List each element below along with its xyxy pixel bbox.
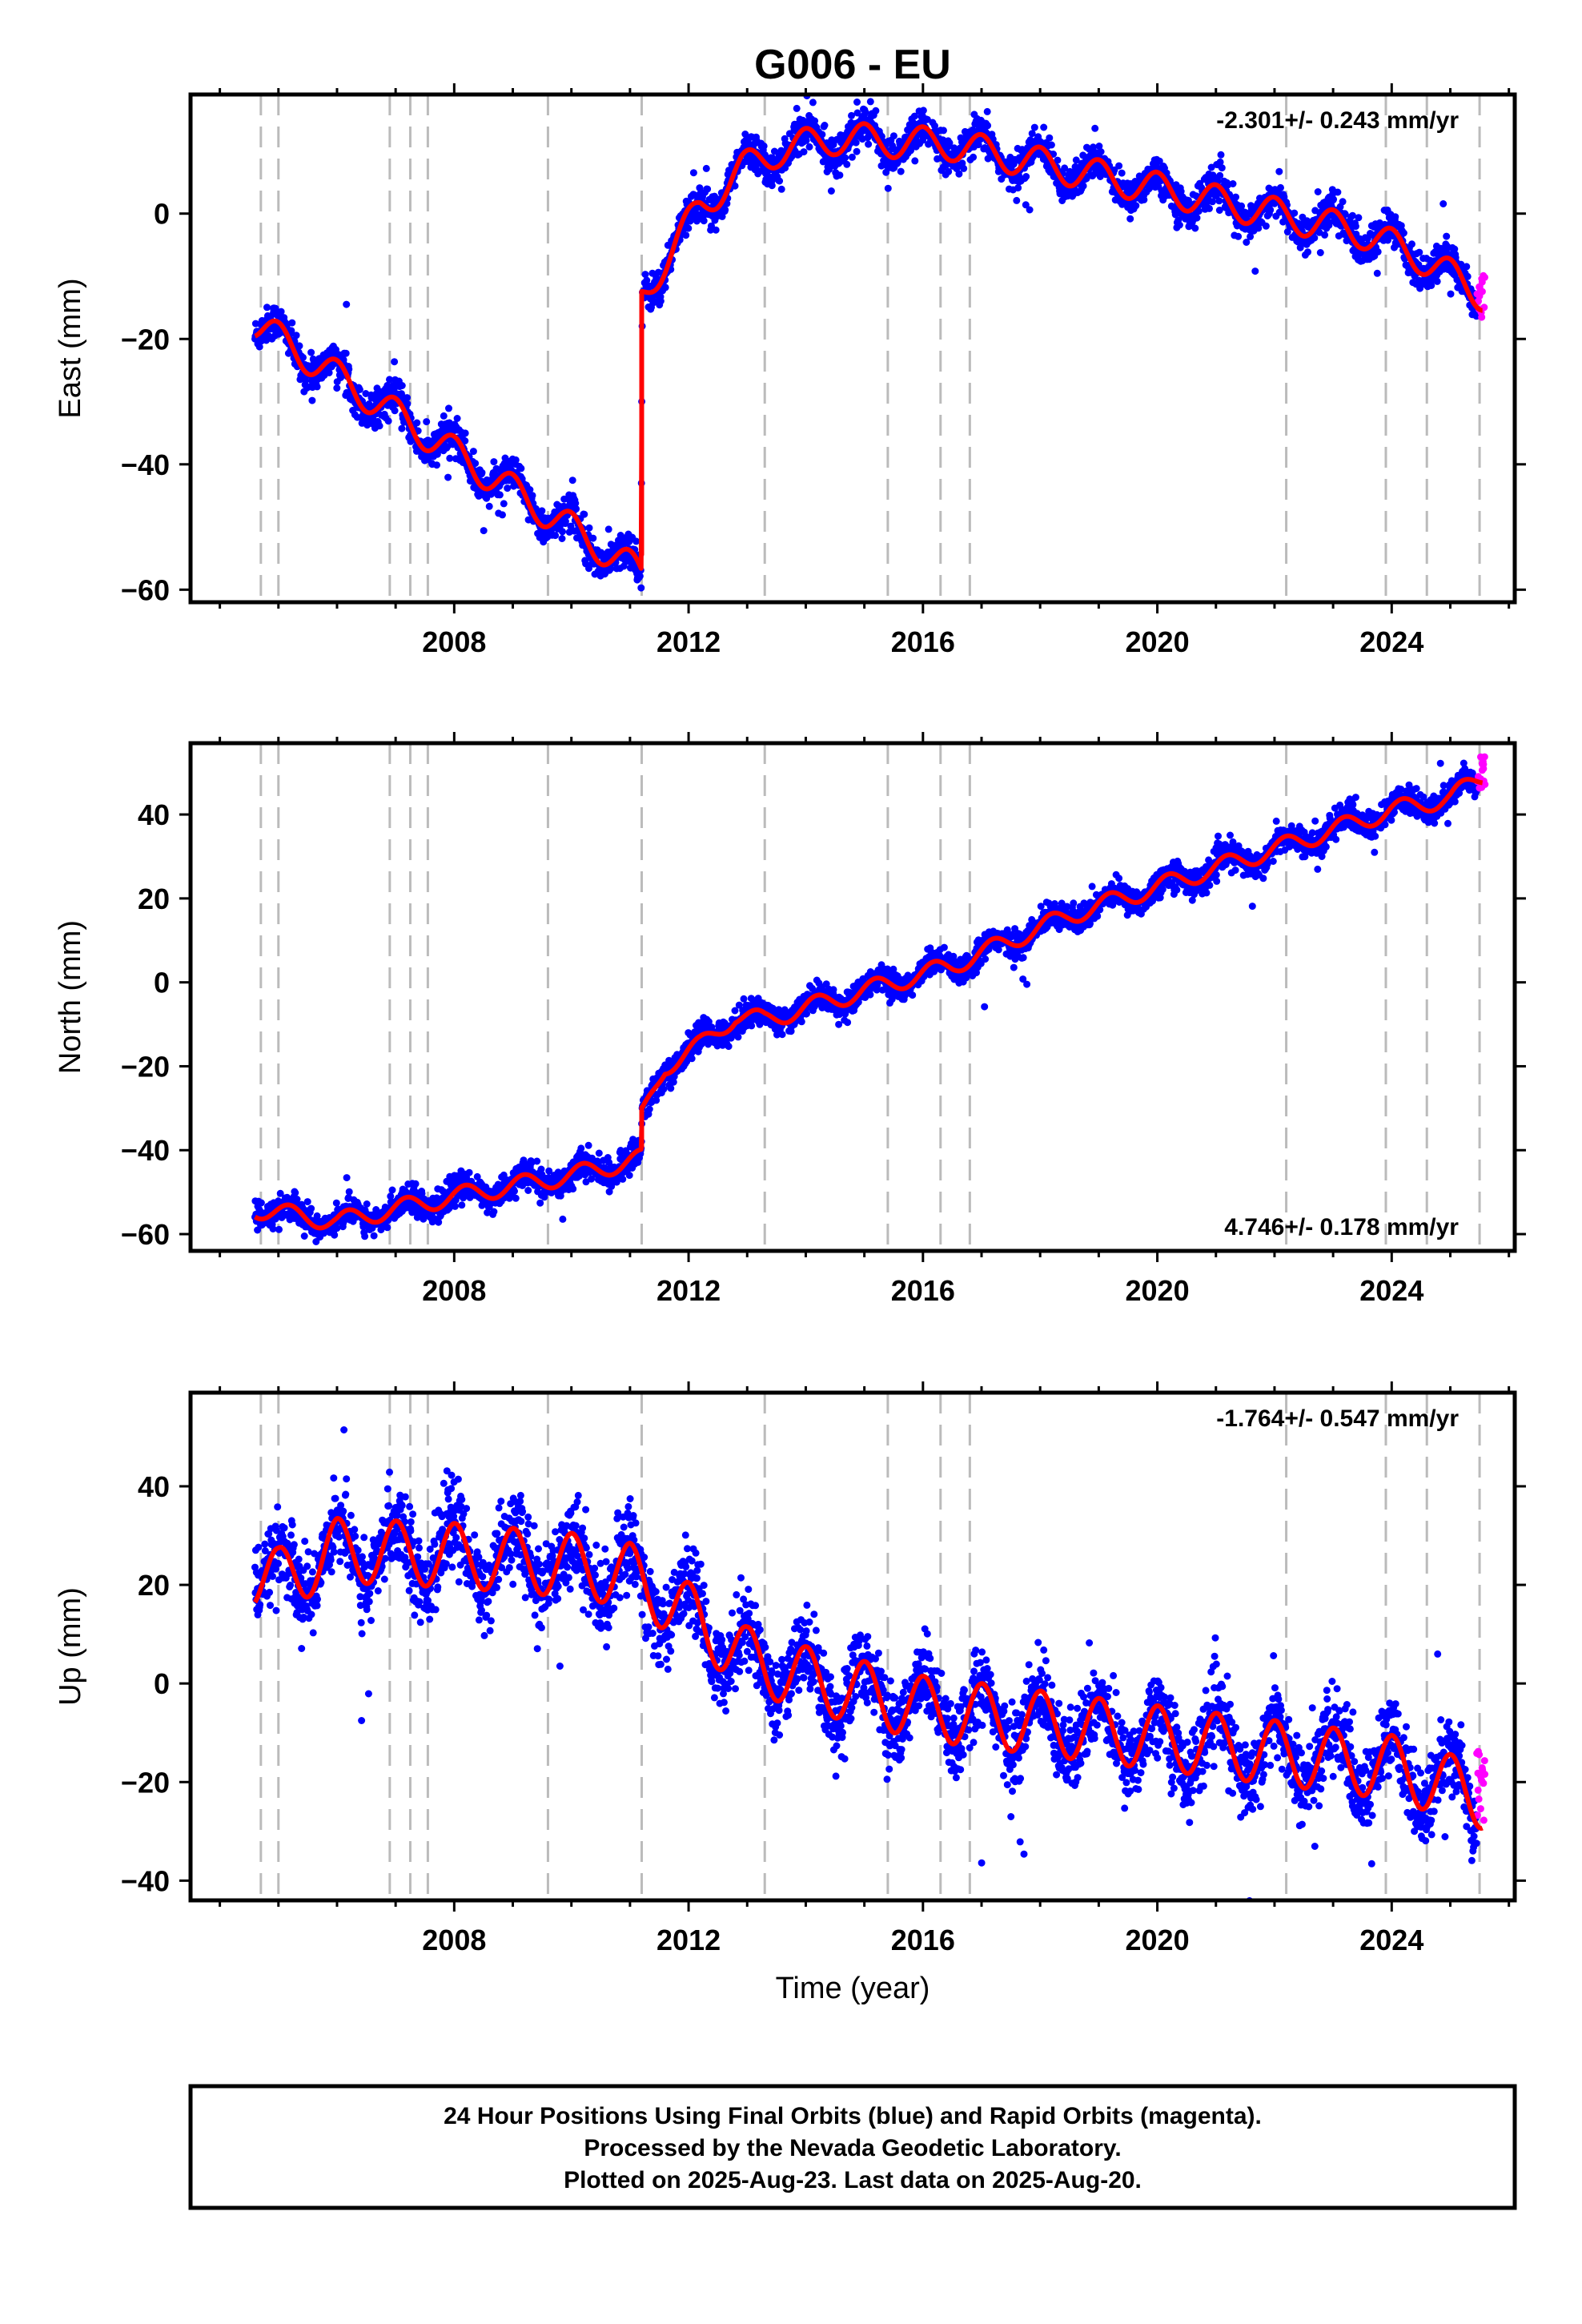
footer-line-2: Processed by the Nevada Geodetic Laborat…: [584, 2135, 1121, 2161]
rapid-orbit-points-up: [1473, 1747, 1489, 1824]
final-orbit-points: [251, 94, 1480, 592]
plot-frame: [188, 1390, 1517, 1903]
plot-frame-east: [179, 83, 1526, 613]
plot-frame: [188, 741, 1517, 1253]
x-tick-label: 2020: [1126, 625, 1190, 658]
y-axis-label-east: East (mm): [54, 278, 87, 418]
tick-labels-east: 2008 2012 2016 2020 2024 −60 −40 −20 0: [121, 198, 1423, 658]
y-tick-label: −20: [121, 323, 170, 356]
y-tick-label: −40: [121, 1134, 170, 1167]
model-curve-up: [252, 1516, 1484, 1831]
footer-line-3: Plotted on 2025-Aug-23. Last data on 202…: [564, 2167, 1142, 2193]
chart-title: G006 - EU: [754, 42, 951, 88]
x-tick-label: 2008: [422, 1924, 486, 1956]
x-tick-label: 2024: [1359, 625, 1423, 658]
footer-line-1: 24 Hour Positions Using Final Orbits (bl…: [444, 2103, 1262, 2129]
event-lines-north: [259, 743, 1481, 1251]
y-tick-label: 40: [138, 798, 170, 831]
plot-frame: [188, 92, 1517, 605]
x-tick-label: 2008: [422, 1274, 486, 1307]
y-tick-label: −40: [121, 448, 170, 481]
x-tick-label: 2016: [891, 1924, 955, 1956]
y-tick-label: −20: [121, 1766, 170, 1799]
y-axis-label-north: North (mm): [54, 920, 87, 1074]
y-tick-label: −60: [121, 1218, 170, 1251]
rate-label-east: -2.301+/- 0.243 mm/yr: [1216, 107, 1459, 134]
x-tick-label: 2016: [891, 625, 955, 658]
final-orbit-points-east: [251, 94, 1480, 592]
x-axis-label: Time (year): [776, 1972, 930, 2005]
plot-frame-up: [179, 1381, 1526, 1912]
plot-frame-north: [179, 732, 1526, 1262]
rapid-orbit-points: [1473, 1747, 1489, 1824]
y-tick-label: 20: [138, 1569, 170, 1602]
y-tick-label: −20: [121, 1050, 170, 1083]
event-lines-east: [259, 94, 1481, 602]
x-tick-label: 2012: [656, 1274, 721, 1307]
panel-east: 2008 2012 2016 2020 2024 −60 −40 −20 0 East (mm)…: [54, 83, 1526, 658]
x-tick-label: 2012: [656, 1924, 721, 1956]
model-curve: [253, 777, 1484, 1231]
final-orbit-points-up: [251, 1426, 1480, 1900]
model-curve-north: [253, 777, 1484, 1231]
footer-box: 24 Hour Positions Using Final Orbits (bl…: [188, 2084, 1517, 2210]
x-tick-label: 2020: [1126, 1924, 1190, 1956]
x-tick-label: 2020: [1126, 1274, 1190, 1307]
x-tick-label: 2008: [422, 625, 486, 658]
panel-north: 2008 2012 2016 2020 2024 −60 −40 −20 0 20 40 North…: [54, 732, 1526, 1307]
x-tick-label: 2012: [656, 625, 721, 658]
tick-labels-north: 2008 2012 2016 2020 2024 −60 −40 −20 0 20 40: [121, 798, 1423, 1307]
x-tick-label: 2016: [891, 1274, 955, 1307]
y-axis-label-up: Up (mm): [54, 1587, 87, 1706]
rate-label-north: 4.746+/- 0.178 mm/yr: [1224, 1214, 1459, 1240]
x-tick-label: 2024: [1359, 1924, 1423, 1956]
y-tick-label: 0: [154, 967, 170, 999]
tick-labels-up: 2008 2012 2016 2020 2024 −40 −20 0 20 40: [121, 1470, 1423, 1956]
y-tick-label: 0: [154, 198, 170, 231]
rate-label-up: -1.764+/- 0.547 mm/yr: [1216, 1405, 1459, 1432]
y-tick-label: −40: [121, 1864, 170, 1897]
y-tick-label: 0: [154, 1667, 170, 1700]
y-tick-label: −60: [121, 573, 170, 606]
model-curve: [252, 1516, 1484, 1831]
final-orbit-points: [251, 1426, 1480, 1900]
y-tick-label: 40: [138, 1470, 170, 1503]
model-curve-east: [253, 121, 1484, 571]
y-tick-label: 20: [138, 883, 170, 915]
x-tick-label: 2024: [1359, 1274, 1423, 1307]
model-curve: [253, 121, 1484, 571]
